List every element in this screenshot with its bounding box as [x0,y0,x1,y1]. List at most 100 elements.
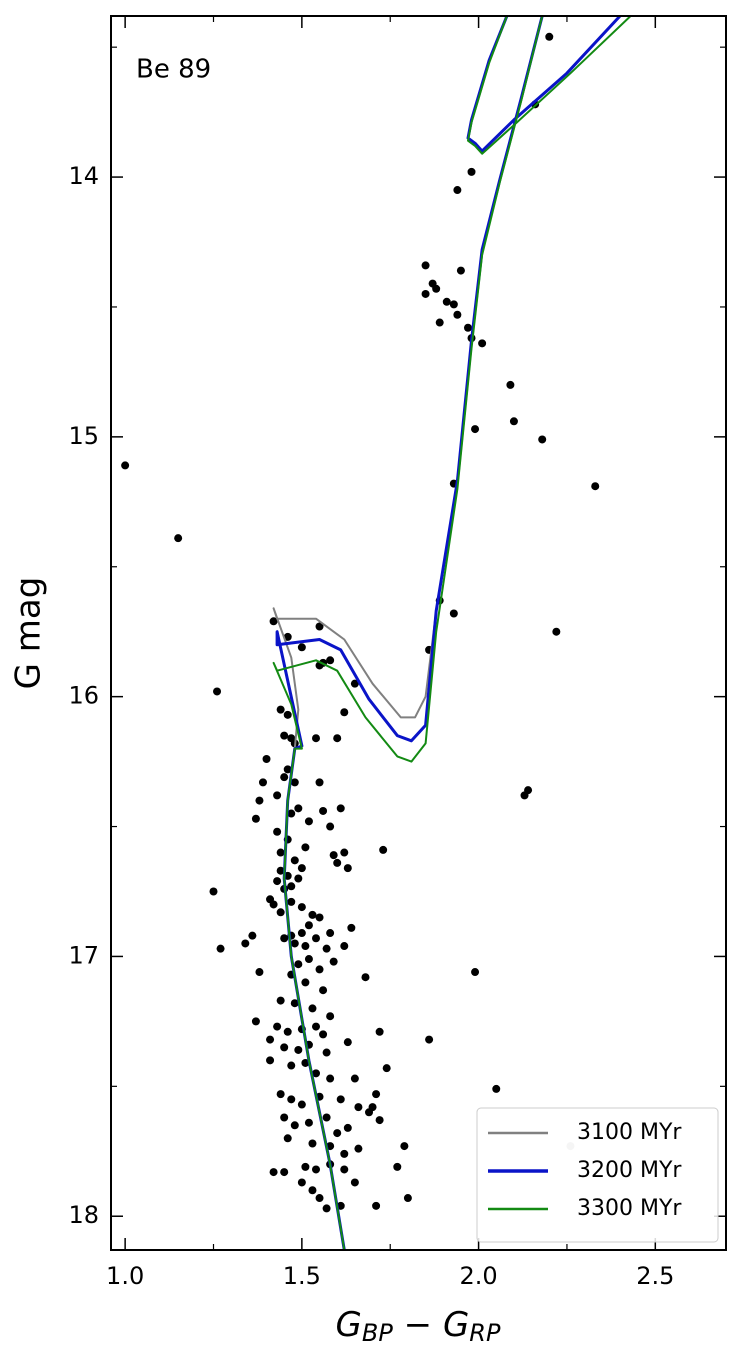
data-point [343,1038,352,1047]
x-tick-label: 2.5 [636,1262,674,1290]
data-point [276,1090,285,1099]
y-tick-label: 14 [68,162,99,190]
data-point [379,845,388,854]
data-point [333,734,342,743]
data-point [283,1027,292,1036]
data-point [312,1165,320,1174]
data-point [329,957,338,966]
data-point [315,965,324,974]
data-point [449,300,458,309]
data-point [538,435,547,444]
data-point [326,656,335,665]
data-point [545,32,554,41]
data-point [297,903,306,912]
data-point [290,778,299,787]
data-point [361,973,370,982]
data-point [304,817,313,826]
data-point [280,1113,289,1122]
data-point [269,617,278,626]
data-point [273,877,282,886]
data-point [312,1022,320,1031]
isochrone-line [272,16,621,1250]
data-point [509,417,518,426]
data-point [308,1004,317,1013]
data-point [319,806,328,815]
data-point [294,874,303,883]
data-point [368,1103,377,1112]
data-point [276,848,285,857]
data-point [350,1178,359,1187]
data-point [280,1043,289,1052]
data-point [312,934,320,943]
data-point [294,960,303,969]
data-point [322,1204,331,1213]
data-point [290,939,299,948]
data-point [333,1129,342,1138]
data-point [319,1030,328,1039]
y-tick-label: 15 [68,422,99,450]
data-point [492,1084,501,1093]
data-point [269,1168,278,1177]
legend-label: 3300 MYr [577,1196,682,1221]
data-point [435,318,444,327]
data-point [308,1139,317,1148]
data-point [326,1012,335,1021]
data-point [269,900,278,909]
data-point [375,1027,384,1036]
data-point [382,1064,391,1073]
data-point [297,864,306,873]
data-point [552,627,561,636]
data-point [591,482,600,491]
data-point [301,978,310,987]
x-label-part: G [336,1305,362,1345]
data-point [287,1061,296,1070]
data-point [453,310,462,319]
data-point [273,1022,282,1031]
data-point [216,944,225,953]
data-point [343,864,352,873]
data-point [340,848,349,857]
data-point [350,679,359,688]
data-point [297,929,306,938]
data-point [301,1162,310,1171]
data-point [297,1100,306,1109]
data-point [471,968,480,977]
data-point [290,1121,299,1130]
data-point [520,791,529,800]
data-point [241,939,250,948]
data-point [280,773,289,782]
data-point [393,1162,402,1171]
data-point [266,1035,275,1044]
data-point [280,731,289,740]
x-label-part: BP [362,1319,393,1347]
data-point [287,809,296,818]
y-tick-label: 17 [68,941,99,969]
data-point [354,1103,363,1112]
data-point [432,284,441,293]
data-point [354,1144,363,1153]
data-point [442,297,451,306]
data-point [471,425,480,434]
x-tick-label: 2.0 [460,1262,498,1290]
data-point [294,804,303,813]
data-point [329,851,338,860]
data-point [287,882,296,891]
data-point [280,934,289,943]
x-label-part: − [393,1305,443,1345]
data-point [308,910,317,919]
legend: 3100 MYr 3200 MYr 3300 MYr [476,1107,719,1243]
data-point [340,942,349,951]
data-point [258,778,267,787]
data-point [121,461,130,470]
data-point [262,754,271,763]
y-axis-label: G mag [9,577,49,690]
data-point [294,1045,303,1054]
data-point [301,1058,310,1067]
data-point [251,1017,260,1026]
data-point [276,866,285,875]
data-point [375,1116,384,1125]
legend-label: 3100 MYr [577,1120,682,1145]
x-tick-label: 1.5 [283,1262,321,1290]
data-point [453,186,462,195]
